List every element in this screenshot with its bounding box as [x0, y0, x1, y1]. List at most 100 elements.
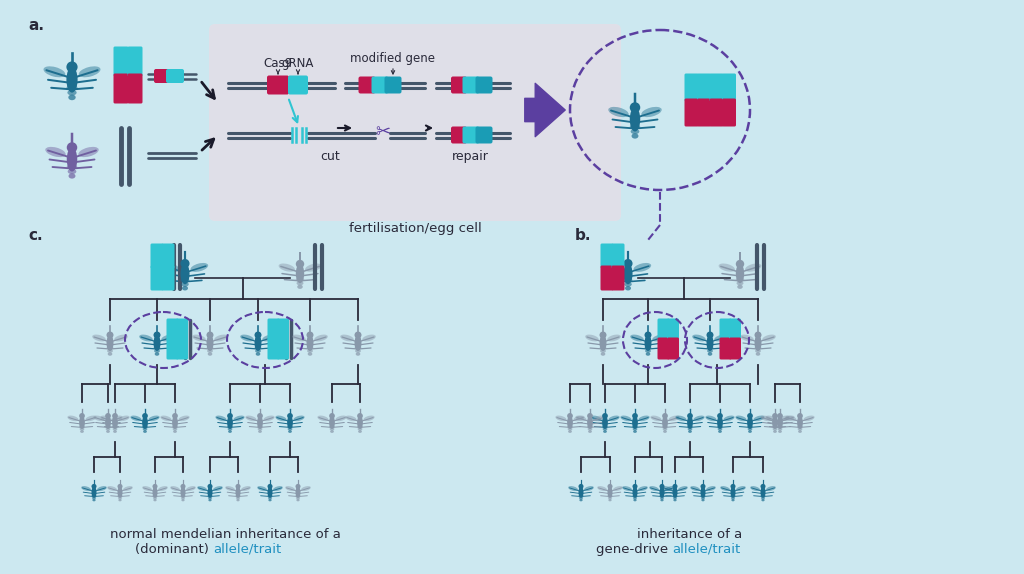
- Circle shape: [267, 484, 272, 489]
- Ellipse shape: [118, 486, 123, 498]
- FancyBboxPatch shape: [278, 319, 289, 340]
- Ellipse shape: [292, 335, 306, 342]
- FancyBboxPatch shape: [278, 338, 289, 359]
- Circle shape: [106, 332, 114, 339]
- Ellipse shape: [644, 346, 651, 350]
- Circle shape: [257, 413, 263, 419]
- Ellipse shape: [296, 497, 300, 499]
- Ellipse shape: [687, 425, 693, 428]
- Ellipse shape: [262, 335, 275, 342]
- Ellipse shape: [297, 285, 303, 289]
- Ellipse shape: [745, 263, 762, 272]
- Ellipse shape: [173, 430, 177, 433]
- Ellipse shape: [584, 486, 594, 491]
- Ellipse shape: [766, 486, 776, 491]
- Ellipse shape: [142, 486, 152, 491]
- Ellipse shape: [688, 430, 692, 433]
- Ellipse shape: [181, 499, 184, 501]
- FancyBboxPatch shape: [722, 99, 736, 126]
- Text: allele/trait: allele/trait: [672, 543, 740, 556]
- Text: repair: repair: [452, 150, 488, 163]
- Ellipse shape: [306, 335, 313, 351]
- Circle shape: [630, 102, 640, 113]
- Ellipse shape: [665, 486, 675, 491]
- Ellipse shape: [68, 90, 77, 95]
- Ellipse shape: [258, 430, 262, 433]
- Ellipse shape: [357, 416, 362, 429]
- Ellipse shape: [607, 486, 612, 498]
- Ellipse shape: [279, 263, 295, 272]
- FancyBboxPatch shape: [451, 126, 467, 144]
- Ellipse shape: [601, 352, 605, 356]
- FancyBboxPatch shape: [176, 319, 188, 340]
- Circle shape: [227, 413, 232, 419]
- Ellipse shape: [258, 428, 262, 430]
- FancyBboxPatch shape: [151, 243, 164, 269]
- Ellipse shape: [659, 497, 665, 499]
- Ellipse shape: [687, 416, 693, 429]
- Circle shape: [632, 413, 638, 419]
- Ellipse shape: [804, 416, 815, 421]
- Ellipse shape: [773, 428, 777, 430]
- Ellipse shape: [638, 486, 648, 491]
- FancyBboxPatch shape: [372, 76, 388, 94]
- Ellipse shape: [567, 425, 572, 428]
- Ellipse shape: [663, 486, 672, 491]
- Circle shape: [772, 413, 778, 419]
- Ellipse shape: [172, 416, 178, 429]
- Ellipse shape: [602, 428, 607, 430]
- FancyBboxPatch shape: [600, 243, 613, 269]
- Ellipse shape: [621, 416, 632, 421]
- Ellipse shape: [600, 349, 606, 353]
- Ellipse shape: [591, 416, 601, 421]
- Ellipse shape: [772, 425, 778, 428]
- Ellipse shape: [181, 497, 185, 499]
- Circle shape: [777, 413, 783, 419]
- Ellipse shape: [207, 349, 213, 353]
- FancyBboxPatch shape: [267, 319, 280, 340]
- Ellipse shape: [755, 349, 761, 353]
- Circle shape: [67, 142, 77, 153]
- Ellipse shape: [154, 335, 161, 351]
- Ellipse shape: [748, 416, 753, 429]
- FancyBboxPatch shape: [684, 99, 698, 126]
- Ellipse shape: [173, 428, 177, 430]
- Ellipse shape: [329, 425, 335, 428]
- Ellipse shape: [633, 430, 637, 433]
- Ellipse shape: [236, 494, 241, 497]
- Ellipse shape: [69, 173, 76, 179]
- Ellipse shape: [632, 133, 638, 139]
- Ellipse shape: [162, 263, 179, 272]
- Ellipse shape: [85, 416, 96, 421]
- Ellipse shape: [296, 499, 300, 501]
- FancyBboxPatch shape: [267, 338, 280, 359]
- Ellipse shape: [762, 499, 765, 501]
- Ellipse shape: [241, 486, 251, 491]
- Ellipse shape: [625, 282, 632, 286]
- Ellipse shape: [624, 278, 633, 282]
- Ellipse shape: [241, 335, 254, 342]
- Ellipse shape: [777, 428, 782, 430]
- Ellipse shape: [674, 499, 677, 501]
- Ellipse shape: [568, 430, 571, 433]
- Ellipse shape: [79, 416, 85, 429]
- Ellipse shape: [676, 416, 686, 421]
- Ellipse shape: [644, 335, 651, 351]
- Circle shape: [142, 413, 147, 419]
- Ellipse shape: [81, 486, 91, 491]
- FancyBboxPatch shape: [710, 99, 724, 126]
- Ellipse shape: [785, 416, 797, 421]
- Circle shape: [607, 484, 612, 489]
- Text: gRNA: gRNA: [282, 57, 314, 70]
- Ellipse shape: [296, 277, 304, 282]
- Ellipse shape: [246, 416, 257, 421]
- Ellipse shape: [720, 486, 730, 491]
- Ellipse shape: [92, 499, 95, 501]
- Text: (dominant): (dominant): [135, 543, 213, 556]
- Ellipse shape: [603, 430, 607, 433]
- Circle shape: [599, 332, 606, 339]
- Ellipse shape: [659, 486, 665, 498]
- Ellipse shape: [748, 428, 753, 430]
- FancyBboxPatch shape: [475, 76, 493, 94]
- FancyBboxPatch shape: [720, 319, 731, 340]
